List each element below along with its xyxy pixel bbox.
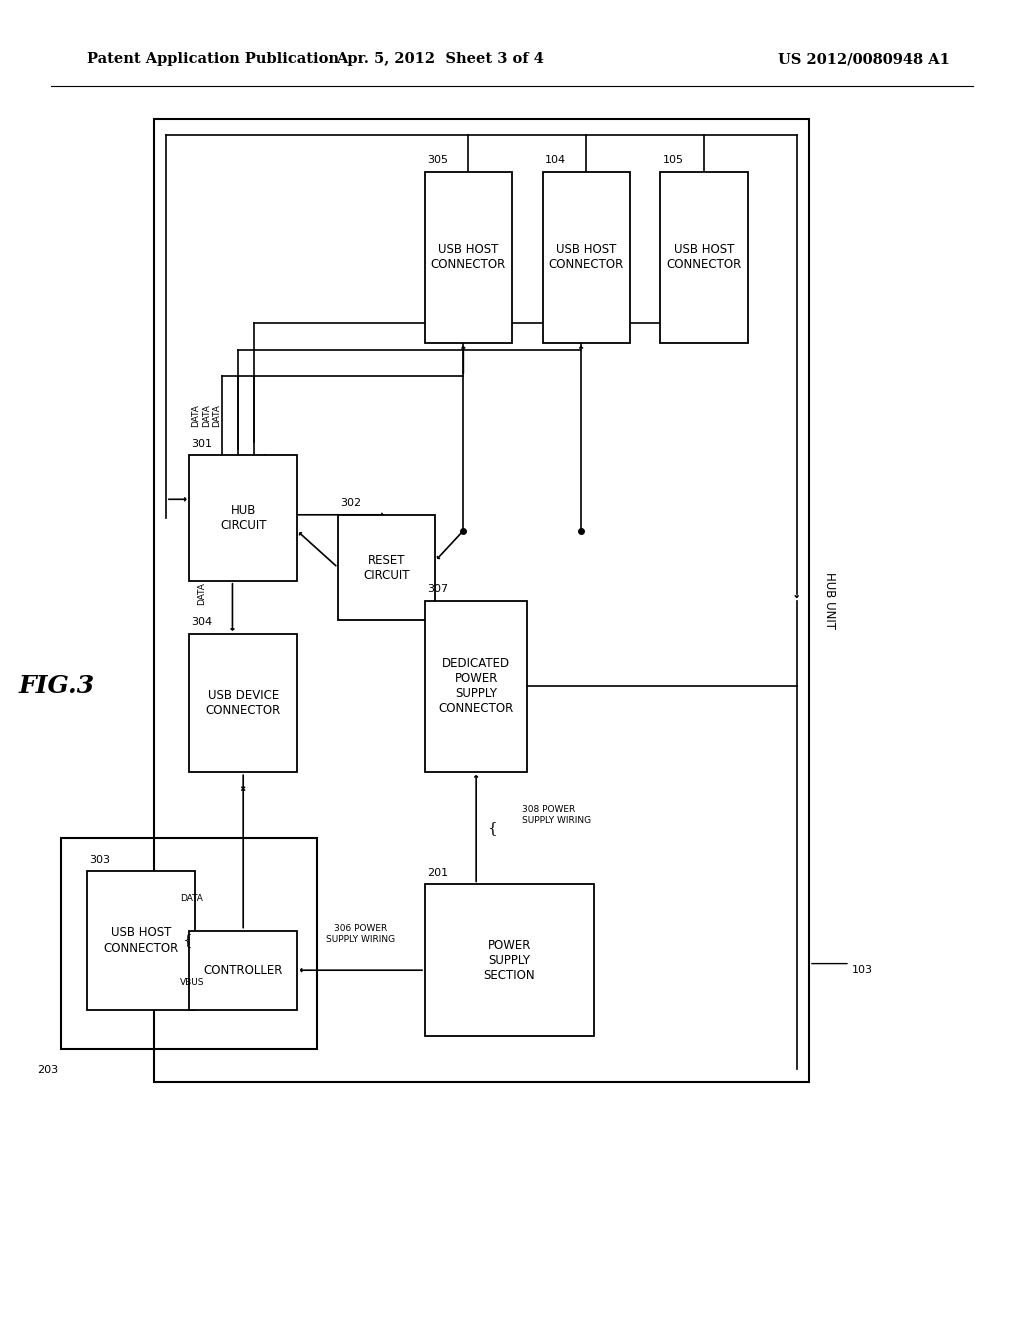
- Text: DATA: DATA: [180, 894, 204, 903]
- Text: 306 POWER
SUPPLY WIRING: 306 POWER SUPPLY WIRING: [327, 924, 395, 944]
- Text: Apr. 5, 2012  Sheet 3 of 4: Apr. 5, 2012 Sheet 3 of 4: [336, 53, 545, 66]
- Bar: [425, 172, 512, 343]
- Text: 201: 201: [427, 867, 449, 878]
- Text: HUB UNIT: HUB UNIT: [823, 572, 836, 630]
- Text: RESET
CIRCUIT: RESET CIRCUIT: [364, 553, 410, 582]
- Text: DATA: DATA: [191, 404, 201, 428]
- Text: 203: 203: [37, 1065, 58, 1076]
- Text: 305: 305: [427, 154, 449, 165]
- Bar: [189, 634, 297, 772]
- Text: US 2012/0080948 A1: US 2012/0080948 A1: [778, 53, 950, 66]
- Text: {: {: [486, 821, 497, 836]
- Text: DATA: DATA: [198, 582, 206, 606]
- Text: DATA: DATA: [202, 404, 211, 428]
- Text: POWER
SUPPLY
SECTION: POWER SUPPLY SECTION: [483, 939, 536, 982]
- Bar: [660, 172, 748, 343]
- Bar: [425, 601, 527, 772]
- Text: 303: 303: [89, 854, 111, 865]
- Text: 103: 103: [852, 965, 873, 975]
- Text: 307: 307: [427, 583, 449, 594]
- Text: USB DEVICE
CONNECTOR: USB DEVICE CONNECTOR: [206, 689, 281, 717]
- Text: 301: 301: [191, 438, 213, 449]
- Text: 105: 105: [663, 154, 684, 165]
- Bar: [425, 884, 594, 1036]
- Text: {: {: [182, 933, 191, 948]
- Bar: [189, 455, 297, 581]
- Bar: [189, 931, 297, 1010]
- Bar: [87, 871, 195, 1010]
- Text: VBUS: VBUS: [180, 978, 204, 987]
- Bar: [61, 838, 317, 1049]
- Text: FIG.3: FIG.3: [18, 675, 94, 698]
- Text: Patent Application Publication: Patent Application Publication: [87, 53, 339, 66]
- Text: USB HOST
CONNECTOR: USB HOST CONNECTOR: [431, 243, 506, 272]
- Text: HUB
CIRCUIT: HUB CIRCUIT: [220, 504, 266, 532]
- Text: 104: 104: [545, 154, 566, 165]
- Bar: [543, 172, 630, 343]
- Text: 304: 304: [191, 616, 213, 627]
- Text: 302: 302: [340, 498, 361, 508]
- Bar: [338, 515, 435, 620]
- Text: DEDICATED
POWER
SUPPLY
CONNECTOR: DEDICATED POWER SUPPLY CONNECTOR: [438, 657, 514, 715]
- Text: CONTROLLER: CONTROLLER: [204, 964, 283, 977]
- Text: USB HOST
CONNECTOR: USB HOST CONNECTOR: [667, 243, 741, 272]
- Text: 308 POWER
SUPPLY WIRING: 308 POWER SUPPLY WIRING: [522, 805, 592, 825]
- Text: USB HOST
CONNECTOR: USB HOST CONNECTOR: [549, 243, 624, 272]
- Text: DATA: DATA: [212, 404, 221, 428]
- Bar: [154, 119, 809, 1082]
- Text: USB HOST
CONNECTOR: USB HOST CONNECTOR: [103, 927, 178, 954]
